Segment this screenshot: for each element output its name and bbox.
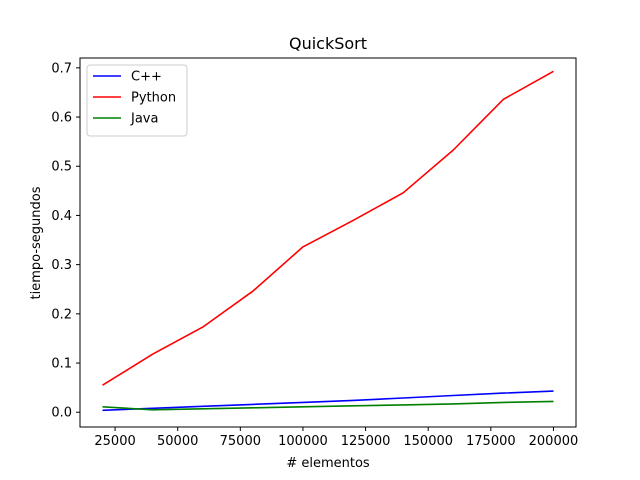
x-tick-label: 100000 <box>278 434 328 449</box>
chart-title: QuickSort <box>289 34 367 53</box>
y-tick-label: 0.2 <box>51 307 72 322</box>
x-tick-label: 25000 <box>94 434 135 449</box>
y-tick-label: 0.5 <box>51 160 72 175</box>
axes-frame <box>79 57 577 428</box>
y-axis-label: tiempo-segundos <box>29 186 44 299</box>
x-axis: 25000 50000 75000 100000 125000 150000 175000 2… <box>94 427 578 449</box>
x-tick-label: 50000 <box>157 434 198 449</box>
y-tick-label: 0.0 <box>51 406 72 421</box>
legend-label: Java <box>130 112 158 127</box>
y-tick-label: 0.3 <box>51 258 72 273</box>
x-tick-label: 125000 <box>341 434 391 449</box>
series-line-java <box>102 400 554 411</box>
x-tick-label: 75000 <box>220 434 261 449</box>
x-tick-label: 175000 <box>466 434 516 449</box>
y-tick-label: 0.1 <box>51 357 72 372</box>
plot-area <box>102 70 554 412</box>
legend-label: C++ <box>131 70 162 85</box>
legend: C++ Python Java <box>86 64 188 137</box>
series-line-c <box>102 390 554 412</box>
y-tick-label: 0.4 <box>51 209 72 224</box>
y-axis: 0.0 0.1 0.2 0.3 0.4 0.5 0.6 0.7 <box>51 61 80 421</box>
x-axis-label: # elementos <box>286 456 370 471</box>
y-tick-label: 0.7 <box>51 61 72 76</box>
x-tick-label: 150000 <box>403 434 453 449</box>
x-tick-label: 200000 <box>529 434 579 449</box>
series-line-python <box>102 70 554 386</box>
legend-label: Python <box>131 91 176 106</box>
y-tick-label: 0.6 <box>51 111 72 126</box>
